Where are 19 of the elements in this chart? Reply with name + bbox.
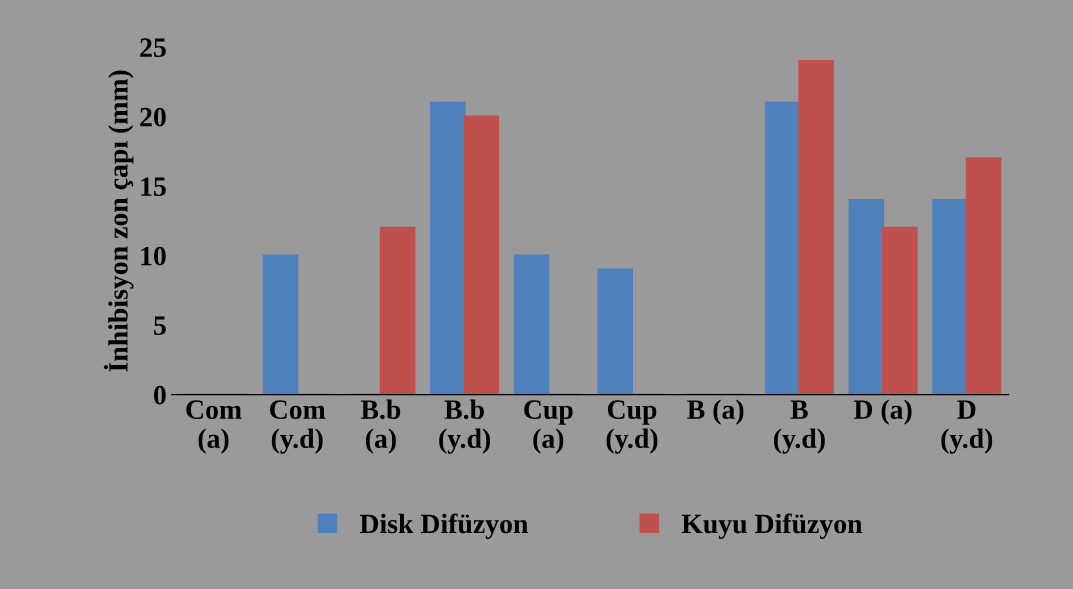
x-tick-label: B (a) — [687, 399, 744, 425]
legend-label: Kuyu Difüzyon — [681, 513, 863, 540]
x-tick-label: Cup (a) — [524, 400, 573, 454]
y-tick-label: 15 — [141, 177, 166, 197]
x-tick-label: Com (a) — [186, 400, 242, 454]
legend-label: Disk Difüzyon — [359, 513, 528, 540]
y-tick-label: 5 — [154, 316, 166, 336]
y-tick-label: 25 — [140, 38, 166, 58]
x-tick-label: B.b (a) — [360, 399, 401, 454]
x-tick-label: B.b (y.d) — [439, 399, 491, 454]
y-tick-label: 0 — [153, 385, 166, 405]
x-tick-label: Cup (y.d) — [606, 400, 658, 454]
y-tick-label: 10 — [141, 246, 166, 266]
x-tick-label: B (y.d) — [773, 400, 825, 454]
y-axis-title: İnhibisyon zon çapı (mm) — [103, 70, 134, 372]
x-tick-label: Com (y.d) — [270, 400, 326, 454]
y-tick-label: 20 — [140, 107, 166, 127]
x-tick-label: D (a) — [853, 399, 912, 425]
x-tick-label: D (y.d) — [941, 400, 993, 454]
